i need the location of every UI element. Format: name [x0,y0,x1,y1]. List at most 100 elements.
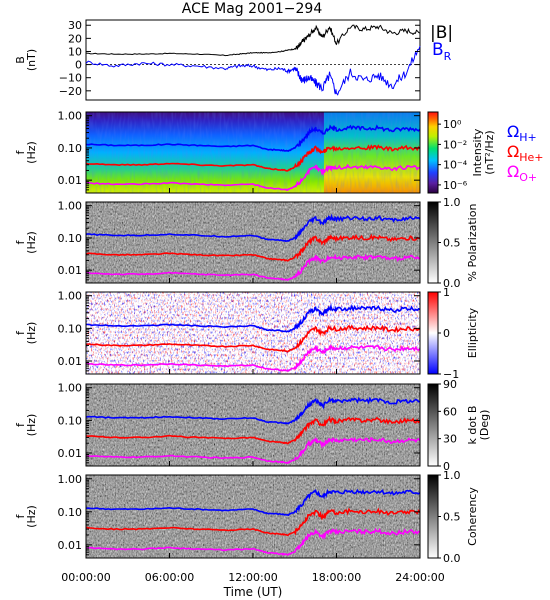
gyro-curve-o [86,253,420,282]
colorbar-tick-label: −1 [443,368,459,381]
colorbar-tick-label: 1 [443,286,450,299]
freq-ylabel: f(Hz) [14,505,38,528]
colorbar-tick-label: 10⁻² [443,138,467,151]
colorbar-tick-label: 30 [443,433,457,446]
gyro-curve-he [86,415,420,445]
colorbar-coherency [427,474,439,559]
gyro-curve-o [86,344,420,373]
spectrogram-kdotb [86,384,420,466]
freq-tick-label: 0.01 [58,539,83,552]
spectrogram-intensity [86,112,420,193]
gyro-legend: ΩH+ΩHe+ΩO+ [507,122,544,184]
colorbar-polarization [427,201,439,284]
colorbar-tick-label: 0 [443,460,450,473]
legend-radial-field: BR [432,40,452,63]
gyro-curve-he [86,324,420,353]
colorbar-label-intensity: Intensity(nT²/Hz) [471,128,496,176]
gyro-curve-h [86,303,420,333]
colorbar-ellipticity [427,291,439,375]
gyro-curve-he [86,507,420,537]
field-ylabel: B(nT) [14,49,38,71]
freq-tick-label: 1.00 [58,473,83,486]
time-tick-label: 00:00:00 [61,571,110,584]
freq-tick-label: 1.00 [58,200,83,213]
freq-tick-label: 0.10 [58,232,83,245]
freq-tick-label: 1.00 [58,290,83,303]
freq-ylabel: f(Hz) [14,322,38,345]
field-panel-frame [85,19,421,101]
field-ytick-label: −20 [59,85,82,98]
gyro-curve-he [86,233,420,262]
freq-tick-label: 1.00 [58,382,83,395]
panel-ellipticity: 1.00 0.10 0.01 f(Hz) 1 0 −1 Ellipticity [14,286,479,381]
intensity-texture [86,112,420,193]
time-tick-label: 18:00:00 [312,571,361,584]
colorbar-tick-label: 10⁰ [443,118,462,131]
spectrogram-polarization [86,202,420,283]
gyro-curve-h [86,213,420,243]
field-ytick-label: 0 [75,59,82,72]
colorbar-tick-label: 0.5 [443,511,461,524]
field-ytick-label: −10 [59,72,82,85]
gyro-curve-h [86,396,420,425]
panel-intensity: 1.00 0.10 0.01 f(Hz) 10⁰ 10⁻² 10⁻⁴ 10⁻⁶Intensit… [14,110,496,194]
freq-tick-label: 0.10 [58,506,83,519]
chart-title: ACE Mag 2001−294 [182,1,323,17]
colorbar-tick-label: 10⁻⁶ [443,179,468,192]
colorbar-tick-label: 0.5 [443,237,461,250]
colorbar-tick-label: 10⁻⁴ [443,159,468,172]
freq-tick-label: 0.01 [58,264,83,277]
time-tick-label: 06:00:00 [145,571,194,584]
field-ytick-label: 30 [68,19,82,32]
gyro-legend-item: ΩHe+ [507,142,544,164]
gyro-curve-o [86,527,420,557]
field-ytick-label: 10 [68,45,82,58]
freq-tick-label: 0.10 [58,142,83,155]
gyro-legend-item: ΩH+ [507,122,537,144]
colorbar-kdotb [427,383,439,467]
kdotb-texture [86,384,420,466]
gyro-curve-o [86,163,420,192]
freq-ylabel: f(Hz) [14,141,38,164]
colorbar-tick-label: 1.0 [443,196,461,209]
coherency-texture [86,475,420,558]
colorbar-tick-label: 0.0 [443,552,461,565]
freq-ylabel: f(Hz) [14,231,38,254]
colorbar-label-ellipticity: Ellipticity [466,307,479,358]
spectrogram-coherency [86,475,420,558]
series-radial-field [85,46,421,96]
freq-tick-label: 0.01 [58,355,83,368]
field-ytick-label: 20 [68,32,82,45]
colorbar-tick-label: 60 [443,405,457,418]
colorbar-label-polarization: % Polarization [466,204,479,282]
panel-polarization: 1.00 0.10 0.01 f(Hz) 1.0 0.5 0.0 % Polarization [14,196,479,290]
polarization-texture [86,202,420,283]
panel-kdotb: 1.00 0.10 0.01 f(Hz) 90 60 30 0 k dot B(Deg) [14,378,491,473]
time-tick-label: 24:00:00 [395,571,444,584]
freq-tick-label: 0.01 [58,174,83,187]
freq-tick-label: 0.10 [58,322,83,335]
freq-tick-label: 0.01 [58,447,83,460]
gyro-curve-he [86,144,420,172]
legend-total-field: |B| [430,23,453,43]
colorbar-intensity [427,111,439,194]
gyro-legend-item: ΩO+ [507,162,537,184]
time-axis: 00:00:00 06:00:00 12:00:00 18:00:00 24:00:00… [61,571,444,599]
colorbar-tick-label: 0 [443,327,450,340]
spectrogram-ellipticity [86,292,420,374]
colorbar-tick-label: 0.0 [443,277,461,290]
series-total-field [85,24,421,57]
ellipticity-negative-texture [86,292,420,374]
time-axis-label: Time (UT) [223,585,283,599]
panel-coherency: 1.00 0.10 0.01 f(Hz) 1.0 0.5 0.0 Coherency [14,469,479,565]
freq-tick-label: 1.00 [58,110,83,123]
colorbar-tick-label: 90 [443,378,457,391]
freq-tick-label: 0.10 [58,414,83,427]
time-tick-label: 12:00:00 [228,571,277,584]
gyro-curve-h [86,488,420,517]
freq-ylabel: f(Hz) [14,414,38,437]
gyro-curve-h [86,124,420,152]
colorbar-label-coherency: Coherency [466,487,479,546]
